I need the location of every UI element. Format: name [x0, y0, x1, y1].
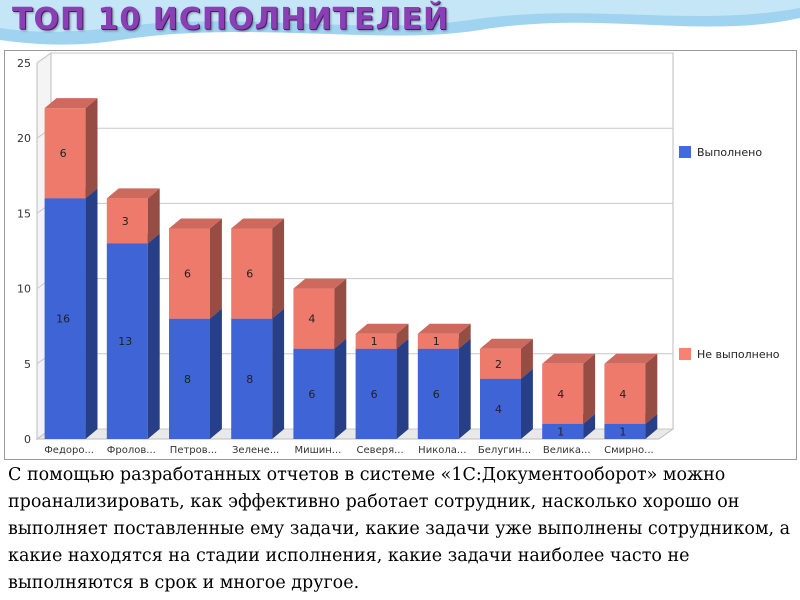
- data-label: 4: [495, 403, 502, 416]
- data-label: 6: [246, 268, 253, 281]
- bar-done-side: [458, 338, 471, 439]
- bar-not-done-side: [85, 98, 98, 199]
- data-label: 6: [371, 388, 378, 401]
- bar-done-front: [44, 198, 86, 439]
- bar-not-done-side: [272, 218, 285, 319]
- data-label: 1: [619, 425, 626, 438]
- bar-not-done-front: [480, 348, 521, 379]
- data-label: 6: [184, 268, 191, 281]
- bar-not-done-side: [521, 338, 533, 379]
- bar-not-done-top: [355, 323, 409, 334]
- bar-not-done-side: [458, 323, 471, 349]
- bar-not-done-top: [604, 353, 658, 364]
- slide-title: ТОП 10 ИСПОЛНИТЕЛЕЙ: [12, 2, 450, 37]
- data-label: 4: [557, 388, 564, 401]
- x-tick-label: Зелене...: [232, 445, 279, 456]
- legend-label: Не выполнено: [697, 348, 780, 361]
- bar-done-front: [231, 318, 273, 439]
- bar-not-done-top: [417, 323, 471, 334]
- bar-done-front: [106, 243, 148, 439]
- legend-swatch: [679, 146, 691, 158]
- bar-done-front: [604, 423, 646, 439]
- bar-not-done-top: [231, 218, 285, 229]
- chart-frame: 0 5 10 15 20 25 16 6 Федоро... 13 3 Фролов... 8 6 Петр…: [4, 50, 797, 460]
- bar-done-front: [542, 423, 584, 439]
- x-tick-label: Федоро...: [44, 445, 94, 456]
- bar-not-done-side: [396, 323, 409, 349]
- bar-not-done-front: [231, 228, 273, 319]
- x-tick-label: Фролов...: [107, 445, 156, 456]
- data-label: 8: [184, 373, 191, 386]
- legend-label: Выполнено: [697, 146, 762, 159]
- data-label: 4: [308, 313, 315, 326]
- bar-done-front: [355, 348, 397, 439]
- bar-not-done-side: [645, 353, 658, 424]
- bar-done-front: [169, 318, 210, 439]
- x-tick-label: Северя...: [357, 445, 404, 456]
- data-label: 6: [308, 388, 315, 401]
- bar-done-front: [417, 348, 459, 439]
- x-tick-label: Смирно...: [604, 445, 654, 456]
- x-tick-label: Мишин...: [294, 445, 341, 456]
- y-gridline: [36, 52, 673, 64]
- x-tick-label: Петров...: [170, 445, 217, 456]
- data-label: 1: [557, 425, 564, 438]
- bar-not-done-top: [44, 98, 98, 109]
- bar-done-side: [645, 413, 658, 439]
- bar-not-done-top: [106, 188, 160, 199]
- bar-done-front: [293, 348, 335, 439]
- bar-done-side: [583, 413, 596, 439]
- x-tick-label: Белугин...: [478, 445, 531, 456]
- bar-not-done-front: [355, 333, 397, 349]
- data-label: 1: [433, 335, 440, 348]
- bar-not-done-top: [542, 353, 596, 364]
- data-label: 2: [495, 358, 502, 371]
- header-wave-decoration: [0, 0, 800, 45]
- bar-not-done-side: [583, 353, 596, 424]
- bar-not-done-front: [293, 288, 335, 349]
- x-tick-label: Велика...: [543, 445, 591, 456]
- bar-done-side: [85, 188, 98, 439]
- bar-not-done-front: [604, 363, 646, 424]
- bar-not-done-front: [44, 108, 86, 199]
- y-tick-label: 10: [17, 283, 31, 296]
- bar-not-done-side: [210, 218, 222, 319]
- bar-not-done-front: [169, 228, 210, 319]
- bar-done-side: [147, 233, 160, 439]
- bar-not-done-top: [480, 338, 533, 349]
- bar-not-done-front: [542, 363, 584, 424]
- bar-done-side: [396, 338, 409, 439]
- bar-not-done-top: [169, 218, 222, 229]
- legend-swatch: [679, 348, 691, 360]
- data-label: 6: [433, 388, 440, 401]
- bar-not-done-side: [334, 278, 347, 349]
- bar-done-front: [480, 378, 521, 439]
- data-label: 8: [246, 373, 253, 386]
- y-tick-label: 5: [24, 358, 31, 371]
- bar-done-side: [334, 338, 347, 439]
- data-label: 1: [371, 335, 378, 348]
- data-label: 16: [56, 313, 70, 326]
- bar-done-side: [272, 308, 285, 439]
- x-tick-label: Никола...: [418, 445, 466, 456]
- y-tick-label: 0: [24, 433, 31, 446]
- data-label: 3: [122, 215, 129, 228]
- y-tick-label: 25: [17, 57, 31, 70]
- bar-done-side: [210, 308, 222, 439]
- bar-not-done-front: [106, 198, 148, 244]
- bar-done-side: [521, 368, 533, 439]
- bar-not-done-top: [293, 278, 347, 289]
- slide-description: С помощью разработанных отчетов в систем…: [8, 465, 791, 593]
- stacked-bar-chart: 0510152025166Федоро...133Фролов...86Петр…: [17, 52, 780, 456]
- data-label: 4: [619, 388, 626, 401]
- data-label: 6: [60, 147, 67, 160]
- y-tick-label: 15: [17, 207, 31, 220]
- bar-not-done-front: [417, 333, 459, 349]
- bar-not-done-side: [147, 188, 160, 244]
- y-tick-label: 20: [17, 132, 31, 145]
- data-label: 13: [118, 335, 132, 348]
